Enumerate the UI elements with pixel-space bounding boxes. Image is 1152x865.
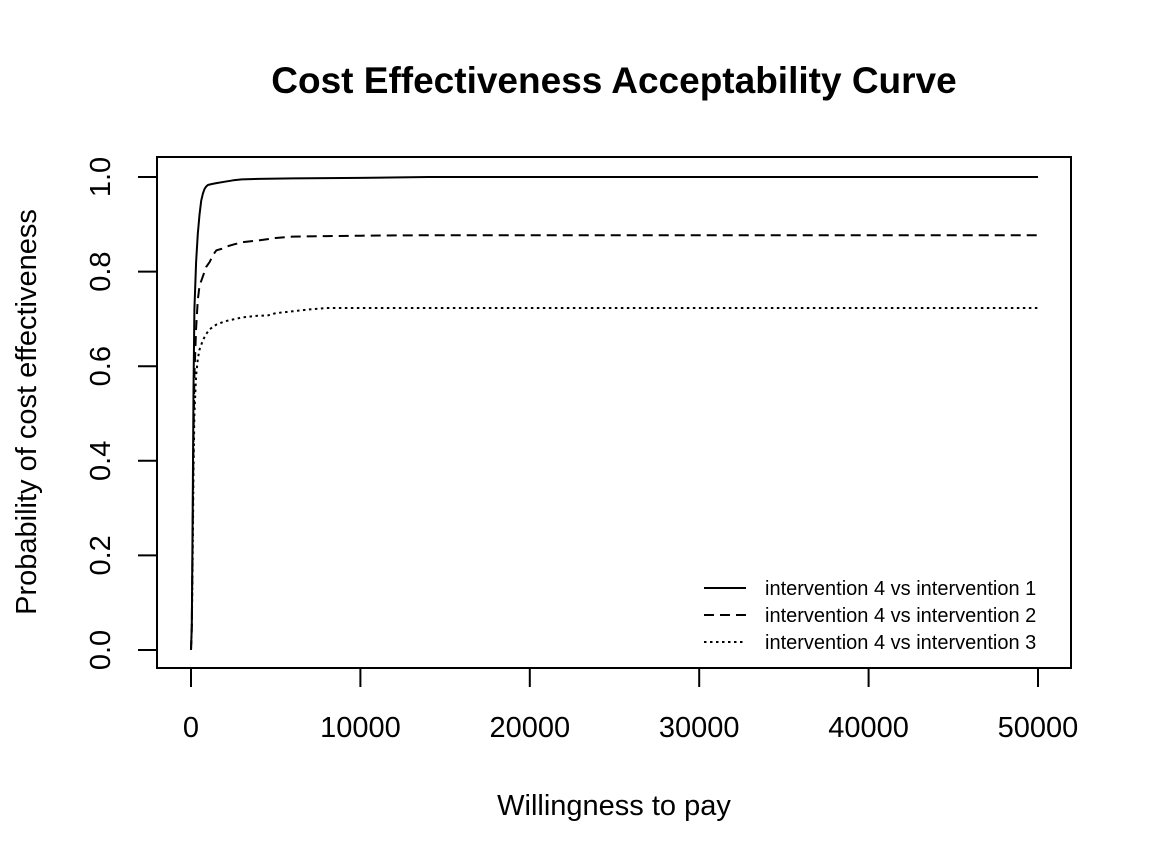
series-layer xyxy=(190,176,1038,651)
y-tick-label: 0.6 xyxy=(85,346,117,386)
y-tick-label: 0.0 xyxy=(85,630,117,670)
legend-label-1: intervention 4 vs intervention 1 xyxy=(765,578,1036,600)
legend: intervention 4 vs intervention 1 interven… xyxy=(704,578,1036,654)
x-tick-label: 10000 xyxy=(320,712,401,744)
series-line-1 xyxy=(190,176,1038,651)
x-tick-label: 20000 xyxy=(489,712,570,744)
x-tick-label: 0 xyxy=(183,712,199,744)
x-tick-label: 40000 xyxy=(828,712,909,744)
legend-label-2: intervention 4 vs intervention 2 xyxy=(765,605,1036,627)
series-line-3 xyxy=(190,307,1038,651)
x-axis-label: Willingness to pay xyxy=(497,790,731,822)
y-tick-label: 1.0 xyxy=(85,157,117,197)
x-tick-label: 30000 xyxy=(659,712,740,744)
series-line-2 xyxy=(190,234,1038,651)
y-tick-label: 0.4 xyxy=(85,441,117,481)
x-axis: 0 10000 20000 30000 40000 50000 xyxy=(183,667,1079,744)
y-axis-label: Probability of cost effectiveness xyxy=(11,209,43,615)
y-tick-label: 0.2 xyxy=(85,535,117,575)
x-tick-label: 50000 xyxy=(998,712,1079,744)
legend-label-3: intervention 4 vs intervention 3 xyxy=(765,632,1036,654)
y-tick-label: 0.8 xyxy=(85,251,117,291)
y-axis: 0.0 0.2 0.4 0.6 0.8 1.0 xyxy=(85,157,158,670)
chart-title: Cost Effectiveness Acceptability Curve xyxy=(271,60,956,101)
